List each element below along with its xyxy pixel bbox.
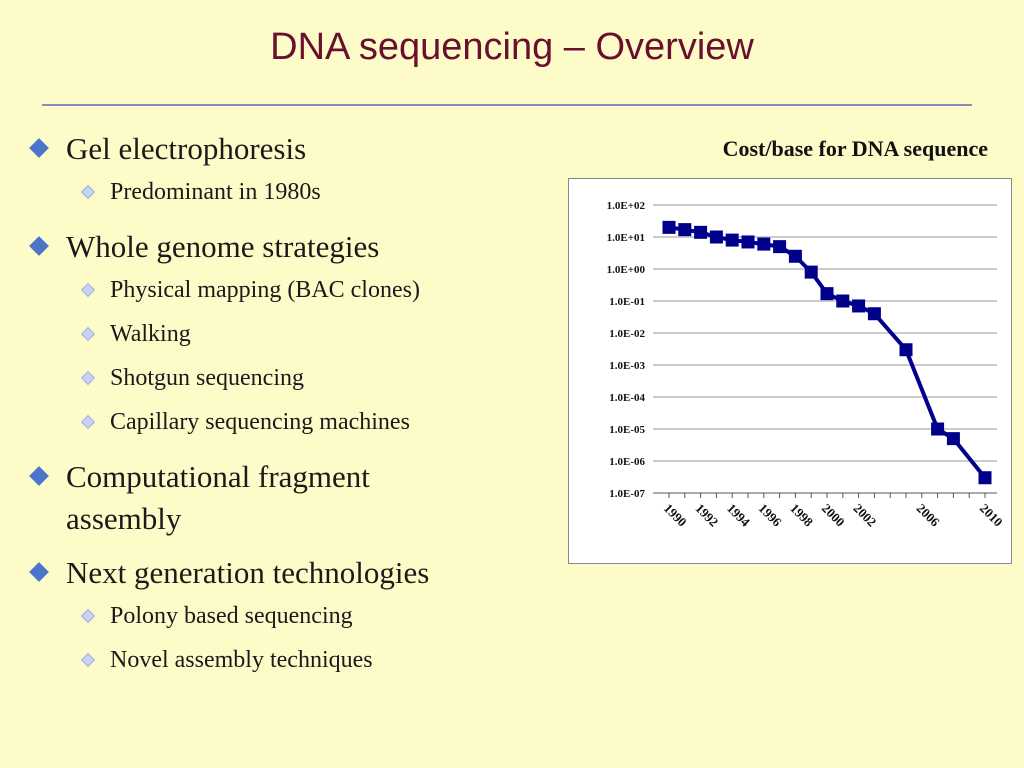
chart-frame: 1.0E+02 1.0E+01 1.0E+00 1.0E-01 1.0E-02 1.0E-…	[568, 178, 1012, 564]
sub-bullet-text: Predominant in 1980s	[110, 179, 321, 205]
y-tick-label: 1.0E-05	[609, 424, 645, 436]
data-point-marker	[678, 223, 692, 237]
sub-bullet-item: Walking	[28, 312, 548, 356]
x-tick-label: 2006	[914, 501, 943, 530]
chart-title: Cost/base for DNA sequence	[722, 136, 988, 161]
y-tick-label: 1.0E-01	[609, 296, 645, 308]
y-tick-label: 1.0E+02	[607, 200, 646, 212]
data-point-marker	[867, 307, 881, 321]
small-diamond-bullet-icon	[80, 326, 96, 342]
series-line	[668, 225, 987, 479]
small-diamond-bullet-icon	[80, 414, 96, 430]
y-tick-label: 1.0E+01	[607, 232, 645, 244]
sub-bullet-item: Physical mapping (BAC clones)	[28, 268, 548, 312]
bullet-list: Gel electrophoresis Predominant in 1980s…	[28, 128, 548, 682]
bullet-item: Next generation technologies	[28, 552, 548, 594]
x-tick-label: 2002	[850, 501, 879, 530]
data-point-marker	[757, 237, 771, 251]
data-point-marker	[788, 249, 802, 263]
data-point-marker	[978, 471, 992, 485]
data-point-marker	[946, 432, 960, 446]
small-diamond-bullet-icon	[80, 184, 96, 200]
x-tick-label: 1990	[661, 501, 690, 530]
small-diamond-bullet-icon	[80, 608, 96, 624]
x-tick-label: 1992	[692, 501, 721, 530]
data-point-marker	[662, 220, 676, 234]
bullet-text: Computational fragment assembly	[66, 459, 370, 536]
sub-bullet-item: Predominant in 1980s	[28, 170, 548, 214]
data-point-marker	[852, 299, 866, 313]
title-divider	[42, 104, 972, 106]
sub-bullet-text: Shotgun sequencing	[110, 365, 304, 391]
sub-bullet-item: Polony based sequencing	[28, 594, 548, 638]
data-point-marker	[725, 233, 739, 247]
small-diamond-bullet-icon	[80, 282, 96, 298]
diamond-bullet-icon	[29, 466, 49, 486]
data-point-marker	[899, 343, 913, 357]
data-point-marker	[741, 235, 755, 249]
bullet-text: Gel electrophoresis	[66, 131, 307, 166]
small-diamond-bullet-icon	[80, 370, 96, 386]
data-point-marker	[820, 287, 834, 301]
data-point-marker	[773, 240, 787, 254]
sub-bullet-item: Capillary sequencing machines	[28, 400, 548, 444]
y-tick-label: 1.0E-07	[609, 488, 645, 500]
sub-bullet-text: Walking	[110, 321, 191, 347]
y-tick-label: 1.0E-06	[609, 456, 645, 468]
sub-bullet-text: Physical mapping (BAC clones)	[110, 277, 420, 303]
data-point-marker	[836, 294, 850, 308]
y-tick-label: 1.0E-03	[609, 360, 645, 372]
sub-bullet-text: Novel assembly techniques	[110, 647, 373, 673]
bullet-item: Gel electrophoresis	[28, 128, 548, 170]
sub-bullet-item: Novel assembly techniques	[28, 638, 548, 682]
y-tick-label: 1.0E-04	[609, 392, 645, 404]
data-point-marker	[804, 265, 818, 279]
y-tick-label: 1.0E+00	[607, 264, 646, 276]
cost-per-base-chart: 1.0E+02 1.0E+01 1.0E+00 1.0E-01 1.0E-02 1.0E-…	[607, 200, 1006, 530]
x-tick-label: 1996	[756, 501, 785, 530]
diamond-bullet-icon	[29, 562, 49, 582]
data-point-marker	[709, 230, 723, 244]
x-tick-label: 1994	[724, 501, 753, 530]
sub-bullet-text: Polony based sequencing	[110, 603, 353, 629]
diamond-bullet-icon	[29, 138, 49, 158]
diamond-bullet-icon	[29, 236, 49, 256]
bullet-text: Next generation technologies	[66, 555, 430, 590]
y-tick-label: 1.0E-02	[609, 328, 645, 340]
x-tick-label: 1998	[787, 501, 816, 530]
sub-bullet-item: Shotgun sequencing	[28, 356, 548, 400]
small-diamond-bullet-icon	[80, 652, 96, 668]
x-tick-label: 2010	[977, 501, 1006, 530]
bullet-text: Whole genome strategies	[66, 229, 380, 264]
x-tick-label: 2000	[819, 501, 848, 530]
data-point-marker	[931, 422, 945, 436]
data-point-marker	[694, 225, 708, 239]
slide-title: DNA sequencing – Overview	[270, 26, 754, 68]
sub-bullet-text: Capillary sequencing machines	[110, 409, 410, 435]
bullet-item: Whole genome strategies	[28, 226, 548, 268]
bullet-item: Computational fragment assembly	[28, 456, 486, 540]
